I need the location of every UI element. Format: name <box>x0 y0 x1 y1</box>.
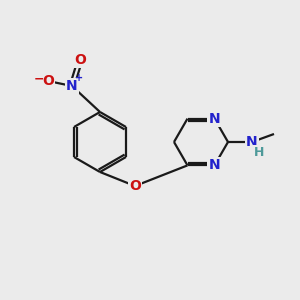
Text: N: N <box>209 112 220 126</box>
Text: O: O <box>129 179 141 193</box>
Text: +: + <box>75 73 83 83</box>
Text: −: − <box>34 73 44 85</box>
Text: O: O <box>42 74 54 88</box>
Text: H: H <box>254 146 264 158</box>
Text: O: O <box>74 53 86 67</box>
Text: N: N <box>66 79 78 93</box>
Text: N: N <box>246 135 258 149</box>
Text: N: N <box>209 158 220 172</box>
